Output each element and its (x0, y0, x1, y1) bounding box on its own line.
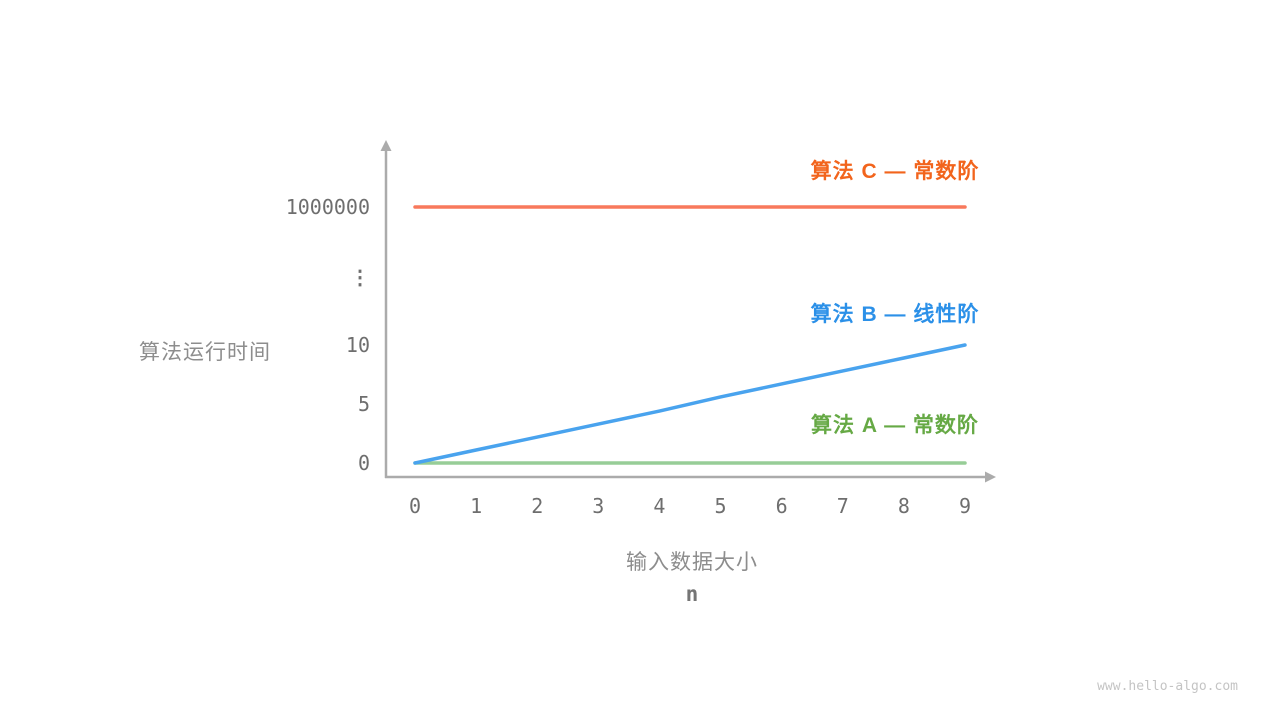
x-tick-label: 3 (592, 494, 605, 518)
series-label-algorithm-c: 算法 C — 常数阶 (810, 160, 980, 183)
y-tick-label: 10 (345, 333, 370, 357)
series-label-algorithm-a: 算法 A — 常数阶 (811, 414, 979, 437)
y-tick-label: 5 (357, 392, 370, 416)
x-tick-label: 2 (531, 494, 544, 518)
x-tick-label: 0 (408, 494, 422, 518)
series-label-algorithm-b: 算法 B — 线性阶 (810, 303, 980, 326)
x-tick-label: 1 (470, 494, 483, 518)
series-line (413, 343, 967, 465)
x-tick-label: 9 (958, 494, 972, 518)
x-tick-label: 5 (714, 494, 727, 518)
x-tick-label: 6 (775, 494, 788, 518)
x-tick-label: 7 (836, 494, 849, 518)
y-axis-break-ellipsis: ⋮ (350, 265, 370, 289)
x-tick-label: 8 (897, 494, 910, 518)
x-axis-variable: n (685, 582, 699, 606)
x-tick-label: 4 (653, 494, 666, 518)
y-axis-title: 算法运行时间 (139, 341, 271, 364)
x-axis-title: 输入数据大小 (626, 551, 758, 574)
watermark-url: www.hello-algo.com (1097, 679, 1238, 694)
y-tick-label: 0 (357, 451, 370, 475)
y-tick-label: 1000000 (285, 195, 370, 219)
